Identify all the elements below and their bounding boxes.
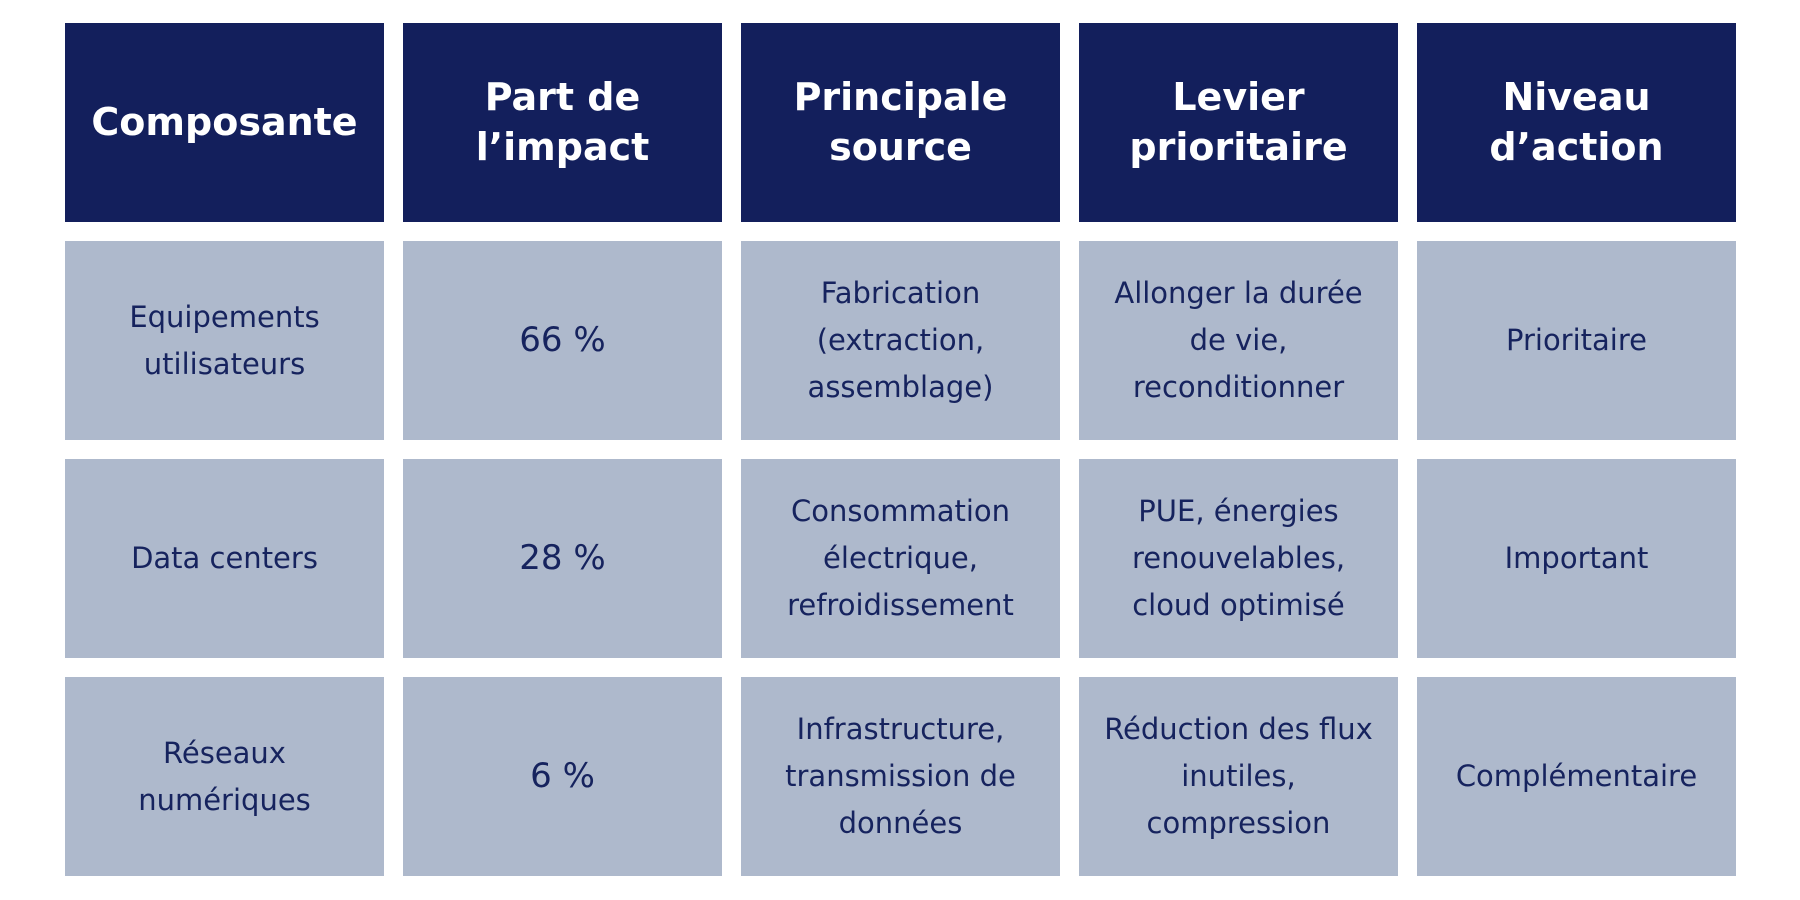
row-3-composante: Réseaux numériques	[65, 677, 384, 876]
header-composante: Composante	[65, 23, 384, 222]
header-principale-source: Principale source	[741, 23, 1060, 222]
row-2-source: Consommation électrique, refroidissement	[741, 459, 1060, 658]
row-3-niveau: Complémentaire	[1417, 677, 1736, 876]
header-levier-prioritaire: Levier prioritaire	[1079, 23, 1398, 222]
row-1-composante: Equipements utilisateurs	[65, 241, 384, 440]
row-1-source: Fabrication (extraction, assemblage)	[741, 241, 1060, 440]
row-3-part: 6 %	[403, 677, 722, 876]
row-1-niveau: Prioritaire	[1417, 241, 1736, 440]
row-2-composante: Data centers	[65, 459, 384, 658]
impact-table: Composante Part de l’impact Principale s…	[65, 23, 1736, 876]
row-3-levier: Réduction des flux inutiles, compression	[1079, 677, 1398, 876]
row-2-levier: PUE, énergies renouvelables, cloud optim…	[1079, 459, 1398, 658]
row-2-part: 28 %	[403, 459, 722, 658]
row-2-niveau: Important	[1417, 459, 1736, 658]
header-niveau-action: Niveau d’action	[1417, 23, 1736, 222]
header-part-impact: Part de l’impact	[403, 23, 722, 222]
row-1-part: 66 %	[403, 241, 722, 440]
row-3-source: Infrastructure, transmission de données	[741, 677, 1060, 876]
row-1-levier: Allonger la durée de vie, reconditionner	[1079, 241, 1398, 440]
